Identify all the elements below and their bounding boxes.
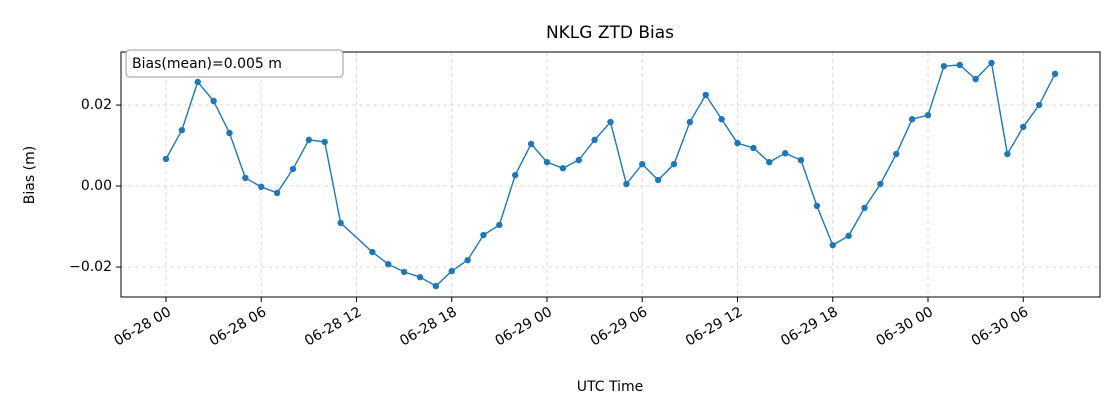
x-tick-label: 06-30 06: [969, 304, 1032, 349]
data-point: [797, 156, 805, 164]
data-point: [289, 165, 297, 173]
x-tick-label: 06-29 12: [683, 304, 746, 349]
data-point: [972, 75, 979, 83]
plot-frame: [120, 51, 1101, 298]
x-tick-label: 06-28 18: [397, 304, 460, 349]
data-point: [416, 273, 424, 281]
data-point: [734, 139, 741, 147]
x-tick-label: 06-29 00: [492, 304, 555, 349]
y-axis-label: Bias (m): [22, 146, 38, 204]
data-point: [1020, 123, 1027, 131]
x-axis-label: UTC Time: [577, 379, 643, 395]
x-tick-label: 06-28 00: [111, 304, 174, 349]
data-point: [543, 158, 551, 166]
data-point: [591, 136, 598, 144]
data-point: [194, 78, 201, 86]
data-point: [369, 248, 376, 256]
data-point: [385, 260, 392, 268]
data-point: [861, 204, 868, 212]
annotation: Bias(mean)=0.005 m: [132, 56, 282, 72]
data-point: [924, 111, 932, 119]
data-point: [750, 144, 757, 152]
data-point: [464, 256, 471, 264]
data-point: [670, 160, 678, 168]
data-point: [829, 241, 836, 249]
data-point: [1051, 70, 1059, 78]
data-point: [766, 158, 773, 166]
data-point: [432, 282, 440, 290]
data-point: [893, 150, 900, 158]
x-tick-label: 06-29 18: [778, 304, 841, 349]
data-point: [226, 129, 233, 137]
data-point: [1035, 101, 1043, 109]
data-point: [305, 136, 313, 144]
data-point: [686, 118, 694, 126]
x-tick-label: 06-29 06: [588, 304, 651, 349]
data-point: [877, 180, 884, 188]
data-point: [781, 150, 789, 157]
data-point: [448, 267, 455, 275]
data-point: [1004, 150, 1011, 158]
data-point: [575, 156, 582, 164]
data-point: [623, 180, 630, 188]
data-point: [559, 165, 567, 172]
data-point: [337, 219, 344, 227]
data-line: [165, 61, 1056, 287]
data-point: [908, 116, 916, 123]
data-point: [273, 189, 281, 197]
data-point: [321, 138, 328, 146]
chart-title: NKLG ZTD Bias: [546, 23, 674, 43]
data-point: [527, 140, 535, 148]
data-point: [988, 59, 995, 67]
data-point: [654, 176, 662, 184]
data-point: [480, 231, 487, 239]
y-tick-label: 0.02: [81, 97, 112, 113]
data-point: [845, 232, 852, 240]
x-tick-label: 06-30 00: [873, 304, 936, 349]
y-tick-label: 0.00: [81, 178, 112, 194]
data-point: [178, 126, 186, 134]
x-tick-label: 06-28 12: [302, 304, 365, 349]
data-point: [512, 171, 519, 179]
data-point: [639, 160, 646, 168]
data-point: [258, 183, 265, 191]
data-point: [496, 221, 503, 229]
annotation-box: [125, 49, 344, 78]
x-tick-label: 06-28 06: [207, 304, 270, 349]
data-point: [162, 155, 170, 163]
data-point: [718, 116, 725, 123]
data-point: [210, 97, 217, 105]
data-point: [400, 268, 408, 276]
data-point: [940, 62, 948, 70]
data-point: [242, 174, 249, 182]
data-point: [702, 91, 709, 99]
data-point: [813, 202, 821, 210]
y-tick-label: −0.02: [69, 259, 112, 275]
data-point: [956, 61, 963, 69]
data-point: [607, 118, 614, 126]
